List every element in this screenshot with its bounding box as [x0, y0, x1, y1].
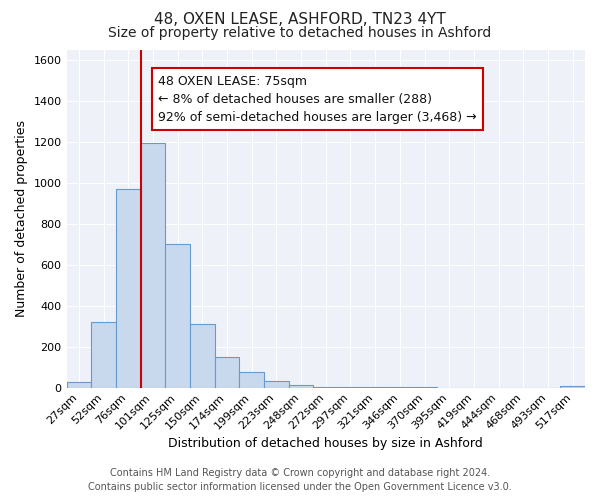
Bar	[363, 387, 388, 388]
Bar	[67, 382, 91, 388]
Bar	[190, 324, 215, 388]
Text: Contains HM Land Registry data © Crown copyright and database right 2024.
Contai: Contains HM Land Registry data © Crown c…	[88, 468, 512, 492]
Bar	[338, 386, 363, 388]
Text: 48, OXEN LEASE, ASHFORD, TN23 4YT: 48, OXEN LEASE, ASHFORD, TN23 4YT	[154, 12, 446, 28]
Bar	[313, 386, 338, 388]
Bar	[116, 189, 140, 388]
Bar	[289, 384, 313, 388]
Bar	[560, 386, 585, 388]
Bar	[165, 244, 190, 388]
Bar	[239, 372, 264, 388]
Y-axis label: Number of detached properties: Number of detached properties	[15, 120, 28, 318]
X-axis label: Distribution of detached houses by size in Ashford: Distribution of detached houses by size …	[169, 437, 483, 450]
Bar	[215, 357, 239, 388]
Bar	[264, 382, 289, 388]
Text: 48 OXEN LEASE: 75sqm
← 8% of detached houses are smaller (288)
92% of semi-detac: 48 OXEN LEASE: 75sqm ← 8% of detached ho…	[158, 74, 476, 124]
Bar	[140, 143, 165, 388]
Bar	[91, 322, 116, 388]
Text: Size of property relative to detached houses in Ashford: Size of property relative to detached ho…	[109, 26, 491, 40]
